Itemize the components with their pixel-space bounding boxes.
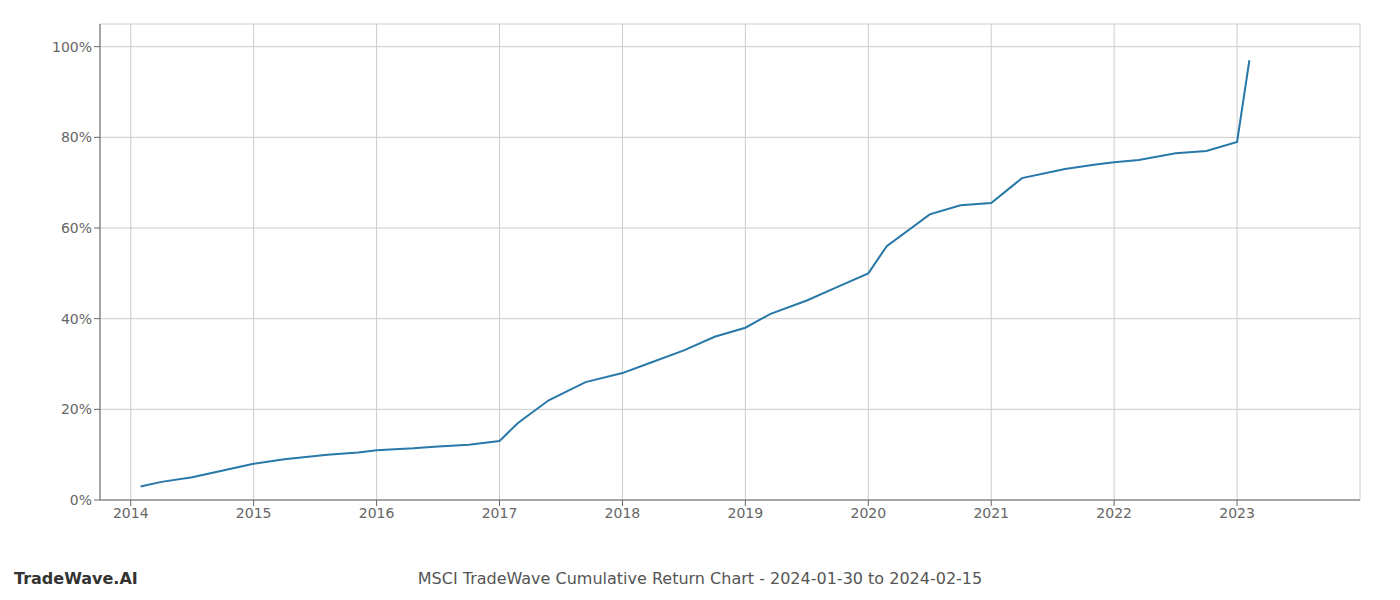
svg-text:0%: 0% xyxy=(70,492,92,508)
html-text:TradeWave.AI: TradeWave.AI xyxy=(14,569,138,588)
svg-text:2018: 2018 xyxy=(605,505,641,521)
svg-text:2022: 2022 xyxy=(1096,505,1132,521)
svg-text:2016: 2016 xyxy=(359,505,395,521)
svg-text:80%: 80% xyxy=(61,129,92,145)
svg-text:2021: 2021 xyxy=(973,505,1009,521)
svg-text:2020: 2020 xyxy=(850,505,886,521)
svg-text:2015: 2015 xyxy=(236,505,272,521)
svg-text:2014: 2014 xyxy=(113,505,149,521)
svg-text:100%: 100% xyxy=(52,39,92,55)
svg-text:40%: 40% xyxy=(61,311,92,327)
svg-text:60%: 60% xyxy=(61,220,92,236)
svg-text:20%: 20% xyxy=(61,401,92,417)
svg-text:2017: 2017 xyxy=(482,505,518,521)
svg-text:2023: 2023 xyxy=(1219,505,1255,521)
svg-text:2019: 2019 xyxy=(728,505,764,521)
html-text:MSCI TradeWave Cumulative Retu: MSCI TradeWave Cumulative Return Chart -… xyxy=(417,569,983,588)
